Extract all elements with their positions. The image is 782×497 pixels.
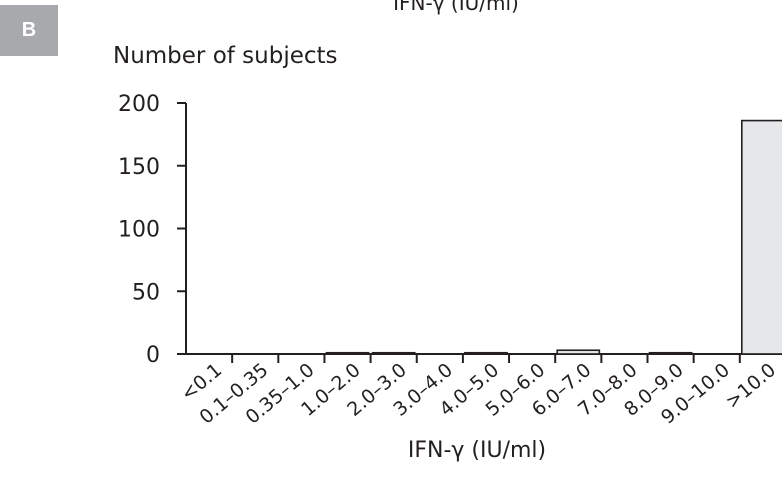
y-tick-label: 200 (118, 92, 160, 117)
bar-4 (371, 351, 416, 355)
bar-12 (740, 119, 782, 355)
x-category-labels: <0.10.1–0.350.35–1.01.0–2.02.0–3.03.0–4.… (177, 359, 780, 429)
bar-8 (556, 349, 601, 355)
x-axis-title: IFN-γ (IU/ml) (408, 438, 546, 463)
axes (185, 103, 782, 363)
y-axis-title: Number of subjects (113, 43, 338, 69)
bar-6 (464, 351, 508, 355)
y-tick-label: 100 (118, 218, 160, 243)
x-category-label: >10.0 (721, 359, 780, 413)
bars (325, 119, 782, 355)
panel-label-badge: B (0, 5, 58, 56)
y-tick-label: 0 (146, 343, 160, 368)
y-tick-label: 150 (118, 155, 160, 180)
top-caption: IFN-γ (IU/ml) (393, 0, 519, 15)
y-tick-label: 50 (132, 280, 160, 305)
bar-10 (648, 351, 693, 355)
bar-3 (325, 351, 370, 355)
y-ticks: 0 50 100 150 200 (118, 92, 186, 368)
